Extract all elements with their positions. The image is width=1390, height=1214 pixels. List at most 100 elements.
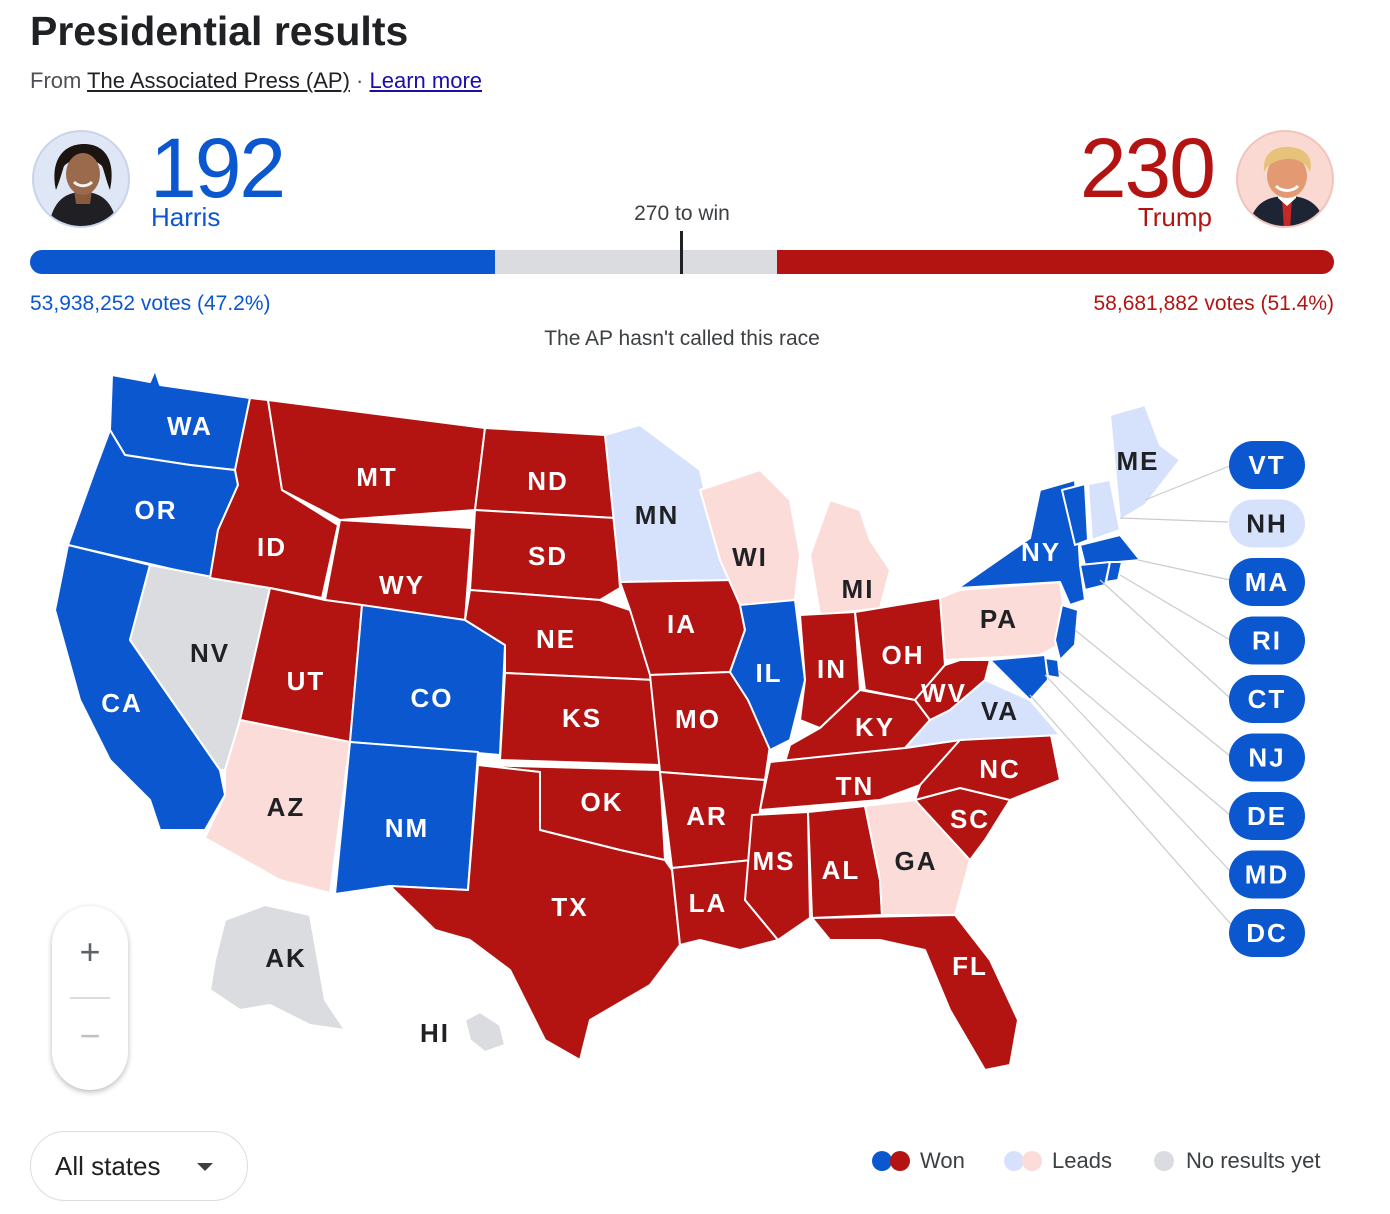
state-MT[interactable]: [267, 399, 486, 521]
no-results-swatch: [1154, 1151, 1174, 1171]
harris-popular-vote: 53,938,252 votes (47.2%): [30, 292, 271, 315]
leads-rep-swatch: [1022, 1151, 1042, 1171]
state-chip-label: MA: [1245, 567, 1289, 597]
state-chip-de[interactable]: DE: [1229, 792, 1305, 840]
state-chip-ri[interactable]: RI: [1229, 616, 1305, 665]
state-chip-nj[interactable]: NJ: [1229, 733, 1305, 782]
source-prefix: From: [30, 68, 88, 93]
state-chip-label: CT: [1248, 684, 1287, 714]
state-label-co: CO: [411, 683, 454, 713]
state-chip-ma[interactable]: MA: [1229, 558, 1305, 606]
state-label-ut: UT: [287, 666, 326, 696]
state-SD[interactable]: [469, 509, 621, 601]
state-label-nd: ND: [527, 466, 569, 496]
state-label-la: LA: [689, 888, 728, 918]
trump-avatar: [1236, 130, 1334, 228]
state-label-al: AL: [822, 855, 861, 885]
state-chip-label: NJ: [1248, 743, 1285, 773]
state-label-il: IL: [755, 658, 782, 688]
callout-leaders: [1029, 464, 1237, 931]
state-label-nm: NM: [385, 813, 429, 843]
state-label-va: VA: [981, 696, 1019, 726]
legend-no-results: No results yet: [1154, 1148, 1321, 1174]
state-label-ga: GA: [895, 846, 938, 876]
state-MS[interactable]: [744, 811, 811, 941]
state-AK[interactable]: [209, 904, 346, 1031]
state-chip-vt[interactable]: VT: [1229, 441, 1305, 489]
state-VT[interactable]: [1061, 483, 1089, 546]
zoom-separator: [70, 997, 110, 999]
state-NJ[interactable]: [1054, 604, 1079, 661]
state-NH[interactable]: [1087, 479, 1121, 541]
state-chip-label: DC: [1246, 918, 1288, 948]
state-label-wi: WI: [732, 542, 768, 572]
state-label-sc: SC: [950, 804, 990, 834]
source-separator: ·: [349, 68, 370, 93]
state-label-ok: OK: [581, 787, 624, 817]
state-chip-bg: [1229, 558, 1305, 606]
trump-name: Trump: [1137, 202, 1212, 232]
state-chip-ct[interactable]: CT: [1229, 675, 1305, 723]
state-MD[interactable]: [989, 654, 1049, 701]
state-label-mt: MT: [356, 462, 398, 492]
legend-won-label: Won: [920, 1148, 965, 1173]
state-label-hi: HI: [420, 1018, 450, 1048]
state-label-mi: MI: [842, 574, 875, 604]
dropdown-value: All states: [55, 1150, 161, 1181]
states-filter-dropdown[interactable]: All states: [30, 1131, 248, 1201]
state-chip-bg: [1229, 792, 1305, 840]
learn-more-link[interactable]: Learn more: [369, 68, 483, 93]
threshold-marker: [680, 231, 683, 274]
state-chip-label: NH: [1246, 509, 1288, 539]
state-WV[interactable]: [914, 659, 991, 721]
source-link[interactable]: The Associated Press (AP): [87, 68, 350, 93]
state-label-pa: PA: [980, 604, 1018, 634]
state-chip-bg: [1229, 441, 1305, 489]
state-label-wv: WV: [921, 678, 967, 708]
state-TX[interactable]: [389, 764, 681, 1061]
state-FL[interactable]: [811, 914, 1019, 1071]
legend-no-results-label: No results yet: [1186, 1148, 1321, 1173]
state-label-wy: WY: [379, 570, 425, 600]
state-label-ak: AK: [265, 943, 307, 973]
trump-electoral-votes: 230: [1079, 121, 1216, 215]
state-label-az: AZ: [267, 792, 306, 822]
state-label-wa: WA: [167, 411, 213, 441]
state-label-me: ME: [1117, 446, 1160, 476]
state-chip-md[interactable]: MD: [1229, 850, 1305, 899]
zoom-in-button[interactable]: +: [79, 931, 101, 972]
state-label-mn: MN: [635, 500, 679, 530]
state-label-ny: NY: [1021, 537, 1061, 567]
won-dem-swatch: [872, 1151, 892, 1171]
state-chip-label: MD: [1245, 860, 1289, 890]
state-label-ca: CA: [101, 688, 143, 718]
state-chip-bg: [1229, 616, 1305, 665]
state-label-sd: SD: [528, 541, 568, 571]
state-label-in: IN: [817, 654, 847, 684]
state-RI[interactable]: [1105, 561, 1123, 583]
trump-portrait-icon: [1248, 146, 1326, 226]
state-label-ms: MS: [753, 846, 796, 876]
state-ME[interactable]: [1109, 404, 1181, 521]
state-chip-dc[interactable]: DC: [1229, 909, 1305, 957]
state-IL[interactable]: [729, 599, 806, 751]
state-chip-label: RI: [1252, 626, 1282, 656]
state-HI[interactable]: [464, 1011, 506, 1053]
legend-leads-label: Leads: [1052, 1148, 1112, 1173]
state-WI[interactable]: [699, 469, 801, 606]
state-MA[interactable]: [1079, 534, 1141, 566]
state-label-mo: MO: [675, 704, 721, 734]
state-label-nc: NC: [979, 754, 1021, 784]
state-label-ks: KS: [562, 703, 602, 733]
zoom-out-button[interactable]: −: [79, 1015, 101, 1056]
race-status: The AP hasn't called this race: [544, 327, 820, 350]
state-chip-label: VT: [1248, 450, 1285, 480]
state-label-fl: FL: [952, 951, 988, 981]
state-chip-nh[interactable]: NH: [1229, 499, 1305, 548]
us-results-map[interactable]: WA OR CA NV ID MT WY UT CO AZ NM ND SD NE KS OK TX MN IA MO…: [0, 360, 1390, 1120]
state-chip-bg: [1229, 499, 1305, 548]
state-label-id: ID: [257, 532, 287, 562]
state-label-ky: KY: [855, 712, 895, 742]
trump-bar-fill: [776, 250, 1334, 274]
legend-won: Won: [872, 1148, 965, 1174]
